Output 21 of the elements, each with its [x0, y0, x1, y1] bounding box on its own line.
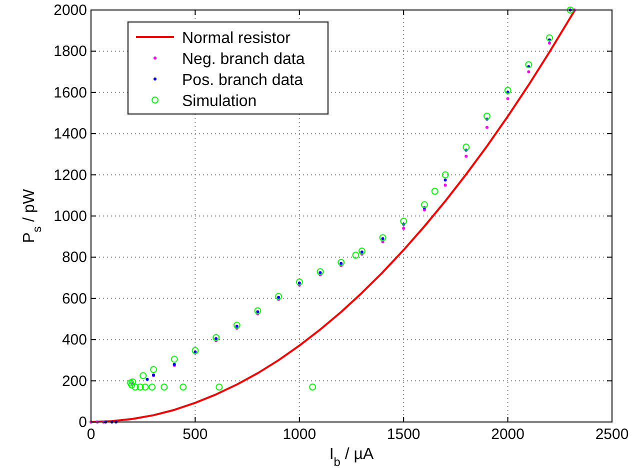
legend-label: Pos. branch data — [182, 72, 304, 89]
y-tick-label: 400 — [62, 332, 87, 349]
legend-label: Simulation — [182, 93, 257, 110]
x-tick-label: 1000 — [282, 426, 316, 443]
x-tick-label: 1500 — [386, 426, 420, 443]
x-tick-label: 2000 — [491, 426, 524, 443]
y-tick-label: 1400 — [54, 126, 87, 143]
y-tick-label: 1600 — [54, 84, 87, 102]
y-tick-label: 200 — [62, 372, 87, 390]
legend-label: Neg. branch data — [182, 51, 305, 68]
y-tick-label: 1800 — [54, 43, 87, 60]
x-axis-title: I$_{b}$ / µA — [329, 446, 374, 469]
y-tick-label: 2000 — [54, 2, 87, 19]
y-tick-label: 800 — [62, 249, 87, 266]
x-tick-label: 500 — [182, 426, 208, 443]
y-tick-label: 1200 — [54, 166, 87, 184]
legend-label: Normal resistor — [182, 30, 292, 47]
y-tick-label: 0 — [78, 414, 87, 431]
x-tick-label: 2500 — [595, 426, 629, 443]
y-tick-label: 1000 — [54, 208, 87, 225]
y-tick-label: 600 — [62, 290, 87, 308]
